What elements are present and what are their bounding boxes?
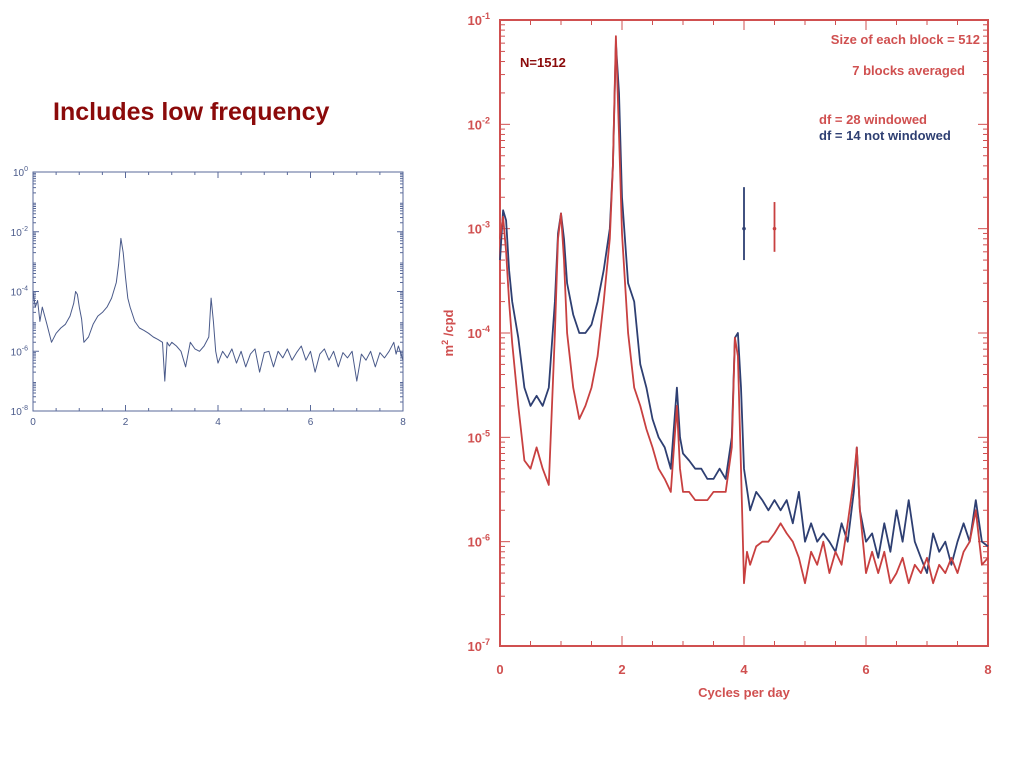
- x-tick-label: 0: [30, 417, 36, 428]
- x-axis-label: Cycles per day: [698, 685, 791, 700]
- y-axis-label-unit: /cpd: [441, 309, 456, 339]
- y-tick-exponent: -1: [482, 11, 490, 21]
- error-bar-center-red: [772, 226, 777, 231]
- x-tick-label: 0: [496, 662, 503, 677]
- y-tick-exponent: -4: [482, 324, 490, 334]
- y-tick-exponent: -7: [482, 637, 490, 647]
- blocks-averaged-label: 7 blocks averaged: [852, 63, 965, 78]
- y-tick-label: 10-3: [468, 220, 490, 237]
- y-tick-label: 10-4: [468, 324, 490, 341]
- df-not-windowed-label: df = 14 not windowed: [819, 128, 951, 143]
- x-tick-label: 4: [215, 417, 221, 428]
- slide-heading: Includes low frequency: [53, 98, 330, 126]
- x-tick-label: 4: [740, 662, 748, 677]
- series-line-windowed: [499, 35, 989, 585]
- y-tick-exponent: -5: [482, 428, 490, 438]
- y-tick-label: 10-7: [468, 637, 490, 654]
- y-tick-exponent: -6: [22, 345, 28, 352]
- y-axis-label-exponent: 2: [440, 340, 450, 345]
- x-tick-label: 8: [984, 662, 991, 677]
- y-tick-label: 10-5: [468, 428, 490, 445]
- series-line: [32, 237, 404, 382]
- x-tick-label: 6: [862, 662, 869, 677]
- y-tick-exponent: -2: [482, 115, 490, 125]
- y-axis-label: m2 /cpd: [440, 309, 456, 356]
- y-tick-exponent: -3: [482, 220, 490, 230]
- y-tick-exponent: 0: [24, 166, 28, 173]
- x-tick-label: 6: [308, 417, 314, 428]
- x-tick-label: 8: [400, 417, 406, 428]
- error-bar-center-blue: [742, 226, 746, 231]
- y-tick-exponent: -8: [22, 405, 28, 412]
- x-tick-label: 2: [123, 417, 129, 428]
- block-size-label: Size of each block = 512: [831, 32, 980, 47]
- y-tick-label: 10-2: [468, 115, 490, 132]
- n-label: N=1512: [520, 55, 566, 70]
- y-tick-exponent: -4: [22, 286, 28, 293]
- df-windowed-label: df = 28 windowed: [819, 112, 927, 127]
- y-tick-label: 10-6: [468, 533, 490, 550]
- y-tick-label: 10-1: [468, 11, 490, 28]
- y-axis-label-base: m: [441, 345, 456, 357]
- x-tick-label: 2: [618, 662, 625, 677]
- y-tick-exponent: -2: [22, 226, 28, 233]
- y-tick-exponent: -6: [482, 533, 490, 543]
